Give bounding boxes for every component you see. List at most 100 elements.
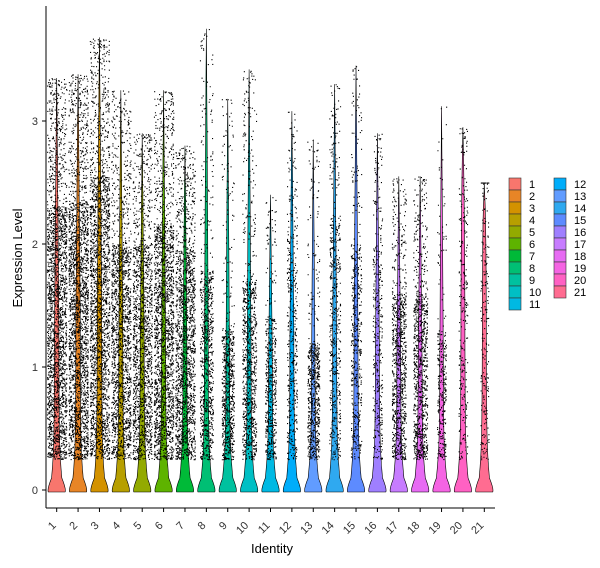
x-tick-label: 8 [196,520,209,533]
legend-label: 7 [529,251,535,263]
y-tick-label: 3 [32,116,38,128]
jitter-points [111,90,132,460]
legend-swatch [508,237,522,251]
x-tick-label: 16 [362,520,379,537]
legend-item: 13 [553,189,586,203]
legend-swatch [508,261,522,275]
violin-group [325,84,344,493]
jitter-points [413,176,429,461]
legend-swatch [553,213,567,227]
legend-item: 16 [553,225,586,239]
legend-swatch [508,285,522,299]
legend-label: 5 [529,227,535,239]
legend-swatch [508,177,522,191]
x-tick-label: 17 [384,520,401,537]
legend-swatch [553,273,567,287]
x-tick-label: 20 [448,520,465,537]
x-tick-label: 1 [46,520,59,533]
violin-group [282,111,301,493]
violin-group [411,176,430,493]
violin-group [218,98,237,493]
x-tick-label: 6 [153,520,166,533]
legend-item: 3 [508,201,535,215]
jitter-points [350,66,363,460]
legend-label: 13 [574,191,586,203]
legend-swatch [508,189,522,203]
jitter-points [480,182,490,461]
jitter-points [329,84,342,461]
legend-swatch [553,177,567,191]
x-tick-label: 15 [341,520,358,537]
y-tick-label: 1 [32,362,38,374]
legend-item: 5 [508,225,535,239]
violin-body [304,139,323,493]
violin-group [389,176,408,493]
violin-body [240,69,259,493]
jitter-points [153,91,175,461]
x-tick-label: 10 [234,520,251,537]
legend-swatch [508,213,522,227]
legend-label: 9 [529,275,535,287]
jitter-points [286,111,298,461]
legend-item: 1 [508,177,535,191]
violin-group [175,145,196,493]
legend-swatch [508,201,522,215]
x-tick-label: 21 [469,520,486,537]
legend-swatch [553,261,567,275]
violin-body [282,111,301,493]
x-axis-title: Identity [251,541,293,556]
violin-body [368,133,387,493]
x-tick-label: 13 [298,520,315,537]
jitter-points [221,99,235,461]
jitter-points [68,74,89,461]
jitter-points [132,133,153,461]
violin-group [46,77,68,493]
legend-item: 9 [508,273,535,287]
jitter-points [437,106,448,461]
legend-label: 14 [574,203,586,215]
violin-group [68,74,89,493]
legend-label: 18 [574,251,586,263]
legend-label: 11 [529,299,540,311]
violin-body [453,127,472,493]
violin-group [347,65,366,493]
legend-item: 6 [508,237,535,251]
violin-group [432,106,451,493]
legend-item: 11 [508,297,540,311]
violin-body [154,90,173,493]
violin-group [453,127,472,493]
legend-label: 12 [574,179,586,191]
x-tick-label: 19 [427,520,444,537]
violin-group [261,194,280,493]
legend-item: 18 [553,249,586,263]
legend-swatch [553,237,567,251]
legend-swatch [553,201,567,215]
x-tick-label: 7 [174,520,187,533]
legend-label: 2 [529,191,535,203]
x-axis-ticks: 1 2 3 4 5 6 7 8 9 10 11 12 13 14 15 16 17 18 19 20 21 [46,508,486,537]
legend-label: 17 [574,239,586,251]
violin-body [197,28,216,493]
x-tick-label: 4 [110,520,123,533]
legend-item: 19 [553,261,586,275]
legend-label: 16 [574,227,586,239]
x-tick-label: 18 [405,520,422,537]
legend-label: 8 [529,263,535,275]
y-axis-title: Expression Level [10,208,25,307]
x-tick-label: 14 [320,520,337,537]
jitter-points [458,128,469,460]
y-tick-label: 0 [32,485,38,497]
legend-label: 10 [529,287,541,299]
legend-label: 1 [529,179,535,191]
x-tick-label: 11 [256,520,273,537]
legend-item: 14 [553,201,586,215]
legend-swatch [508,273,522,287]
x-tick-label: 12 [277,520,294,537]
jitter-points [199,29,214,461]
legend-label: 4 [529,215,535,227]
legend-swatch [553,249,567,263]
legend-label: 19 [574,263,586,275]
jitter-points [89,38,111,460]
legend-swatch [553,189,567,203]
